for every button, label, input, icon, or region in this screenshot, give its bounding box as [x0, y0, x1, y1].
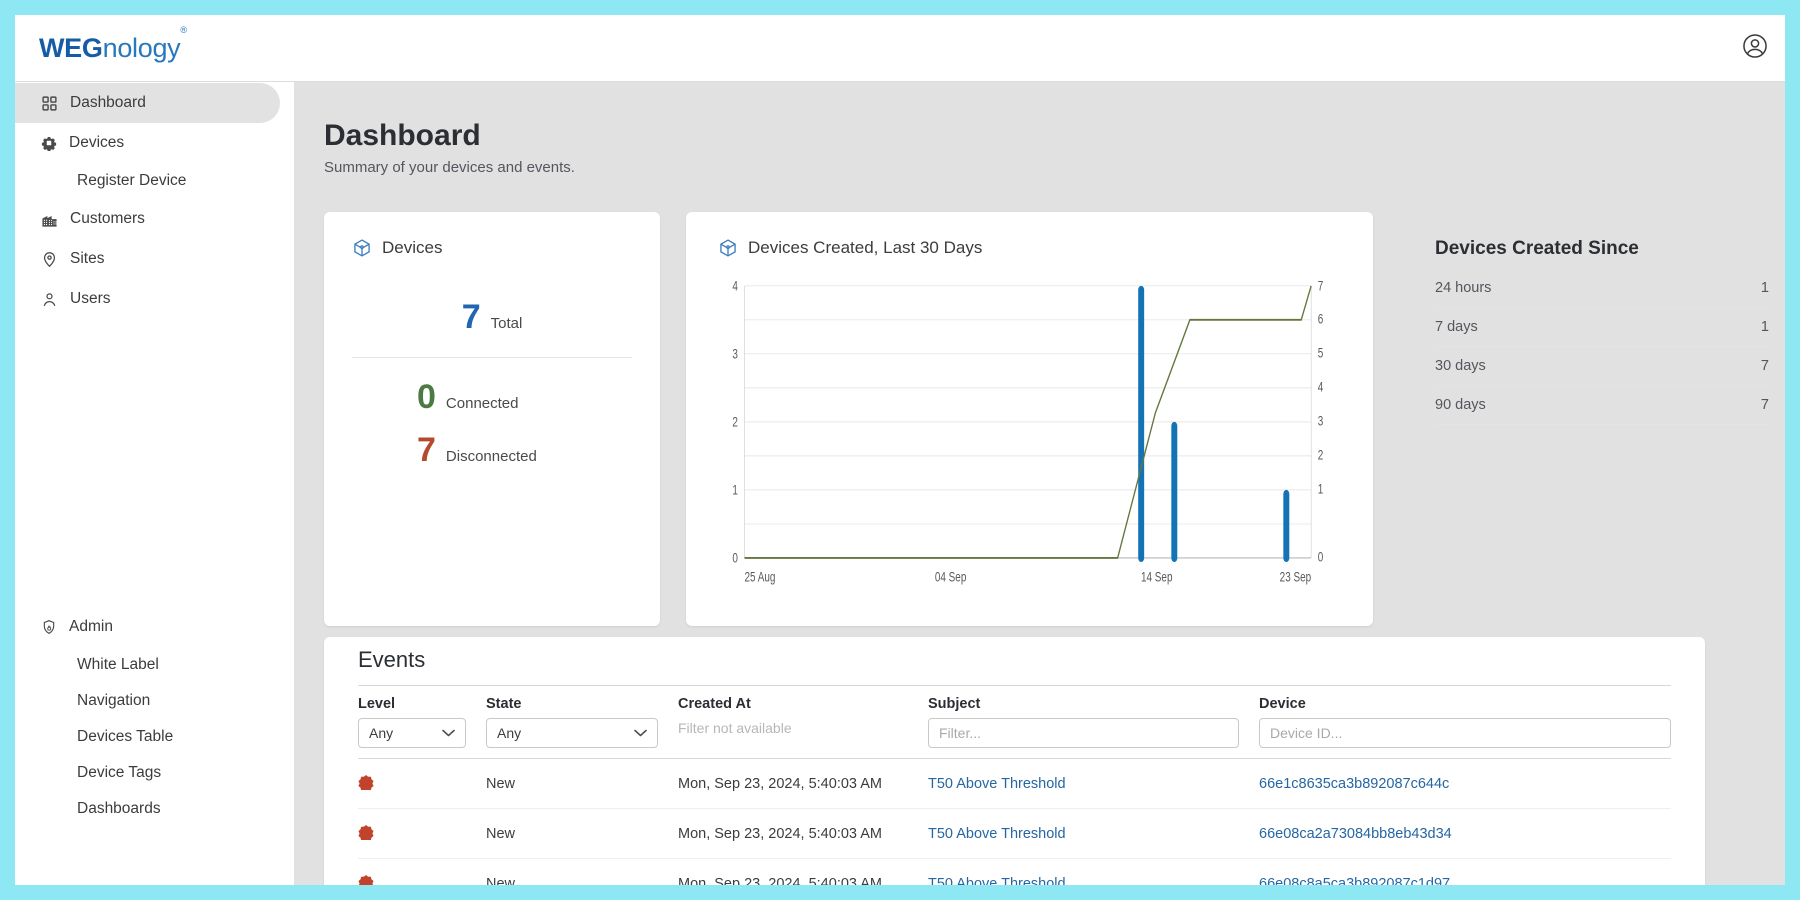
svg-text:4: 4	[1318, 379, 1324, 395]
svg-text:0: 0	[1318, 549, 1324, 565]
svg-text:14 Sep: 14 Sep	[1141, 569, 1173, 585]
svg-text:6: 6	[1318, 311, 1324, 327]
svg-text:2: 2	[1318, 447, 1324, 463]
svg-text:25 Aug: 25 Aug	[745, 569, 776, 585]
svg-text:2: 2	[732, 414, 738, 430]
svg-text:5: 5	[1318, 345, 1324, 361]
svg-text:1: 1	[1318, 481, 1324, 497]
svg-text:04 Sep: 04 Sep	[935, 569, 967, 585]
svg-text:4: 4	[732, 278, 738, 294]
svg-text:1: 1	[732, 482, 738, 498]
svg-text:7: 7	[1318, 278, 1324, 294]
svg-text:23 Sep: 23 Sep	[1280, 569, 1312, 585]
svg-text:3: 3	[1318, 413, 1324, 429]
svg-text:0: 0	[732, 550, 738, 566]
svg-text:3: 3	[732, 346, 738, 362]
